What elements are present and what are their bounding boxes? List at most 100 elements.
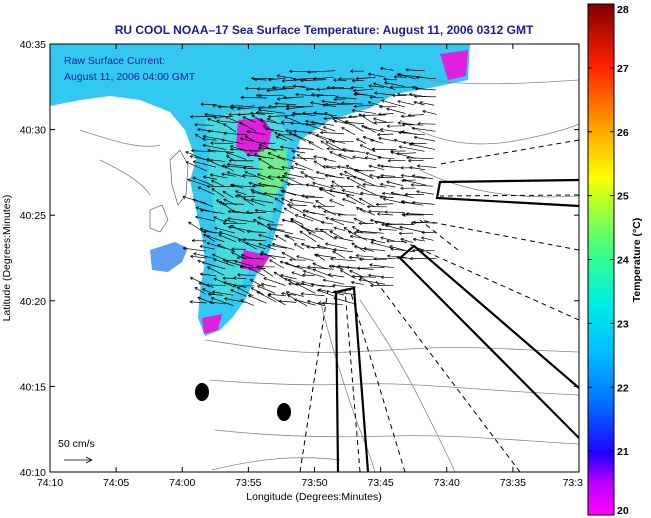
current-vector — [276, 155, 296, 163]
current-vector — [322, 104, 336, 107]
current-vector — [206, 235, 225, 243]
current-vector-head — [322, 301, 326, 304]
colorbar-tick-label: 28 — [617, 4, 629, 16]
current-vector-head — [370, 283, 374, 286]
current-vector-head — [268, 292, 272, 295]
current-vector-head — [409, 92, 413, 95]
current-vector-head — [414, 87, 418, 89]
current-vector-head — [305, 195, 309, 198]
current-vector — [294, 162, 314, 171]
current-vector — [356, 230, 384, 234]
current-vector-head — [229, 145, 233, 149]
current-vector — [233, 277, 247, 279]
current-vector-head — [353, 104, 357, 107]
current-vector — [406, 213, 434, 216]
current-vector-head — [202, 134, 206, 137]
current-vector-head — [386, 181, 390, 184]
current-vector-head — [245, 241, 249, 244]
current-vector-head — [347, 231, 351, 234]
current-vector-head — [278, 300, 282, 303]
current-vector-head — [271, 243, 275, 247]
current-vector-head — [207, 130, 211, 134]
current-vector-head — [369, 175, 373, 178]
current-vector — [221, 173, 236, 177]
current-vector-head — [400, 166, 404, 169]
current-vector-head — [377, 213, 381, 216]
current-vector — [353, 169, 374, 180]
current-vector-head — [284, 278, 287, 282]
current-vector-head — [368, 85, 372, 88]
current-vector-head — [250, 287, 254, 291]
current-vector-head — [276, 74, 280, 76]
current-vector — [352, 276, 376, 278]
current-vector-head — [354, 246, 357, 249]
current-vector-head — [368, 165, 372, 169]
current-vector-head — [292, 85, 296, 88]
current-vector-head — [192, 160, 197, 162]
current-vector — [333, 227, 346, 232]
current-vector-head — [303, 269, 307, 272]
current-vector-head — [251, 191, 255, 194]
current-vector-head — [200, 209, 203, 213]
current-vector-head — [267, 175, 271, 177]
current-vector-head — [384, 81, 388, 83]
current-vector-head — [356, 185, 359, 189]
current-vector-head — [317, 289, 320, 293]
current-vector — [380, 175, 396, 177]
current-vector-head — [337, 213, 341, 216]
current-vector-head — [289, 69, 293, 72]
current-vector-head — [325, 242, 329, 244]
current-vector-head — [277, 134, 281, 137]
current-vector — [353, 104, 374, 107]
current-vector-head — [295, 283, 298, 287]
current-vector-head — [330, 257, 334, 259]
current-vector-head — [267, 167, 271, 170]
current-vector-head — [224, 219, 227, 223]
current-vector — [375, 203, 394, 205]
current-vector-head — [190, 277, 193, 281]
current-vector-head — [257, 217, 261, 220]
current-vector — [199, 245, 215, 250]
current-vector-head — [364, 156, 369, 158]
current-vector-head — [380, 67, 383, 71]
current-vector — [399, 146, 425, 152]
current-vector-head — [197, 186, 201, 190]
current-vector — [188, 221, 206, 234]
current-vector-head — [376, 175, 380, 178]
current-vector — [286, 291, 304, 297]
current-vector-head — [305, 120, 308, 124]
current-vector — [289, 205, 305, 214]
current-vector-head — [257, 146, 261, 149]
current-vector-head — [256, 95, 260, 98]
current-vector-head — [332, 118, 336, 121]
x-tick-label: 73:55 — [235, 477, 261, 489]
current-vector-head — [314, 253, 318, 256]
current-vector-head — [216, 119, 220, 122]
current-vector — [294, 299, 316, 306]
current-vector — [417, 165, 437, 168]
current-vector-head — [400, 200, 405, 202]
map-area — [50, 44, 579, 472]
current-vector — [361, 125, 377, 133]
current-vector — [212, 253, 227, 261]
current-vector-head — [353, 232, 357, 235]
current-vector-head — [209, 301, 212, 304]
current-vector — [373, 257, 397, 260]
current-vector-head — [392, 93, 396, 96]
current-vector-head — [413, 136, 417, 140]
current-vector — [305, 120, 326, 126]
current-vector-head — [210, 141, 214, 144]
current-vector — [207, 130, 227, 134]
current-vector-head — [339, 172, 343, 175]
current-vector-head — [287, 294, 290, 298]
current-vector — [312, 205, 335, 208]
current-vector — [258, 109, 286, 114]
current-vector-head — [268, 79, 272, 82]
current-vector-head — [200, 208, 204, 211]
current-vector — [189, 301, 207, 304]
current-vector-head — [375, 202, 379, 205]
station-marker — [277, 403, 291, 421]
y-tick-label: 40:15 — [20, 381, 46, 393]
current-vector-head — [321, 222, 324, 225]
current-vector-head — [318, 187, 323, 190]
